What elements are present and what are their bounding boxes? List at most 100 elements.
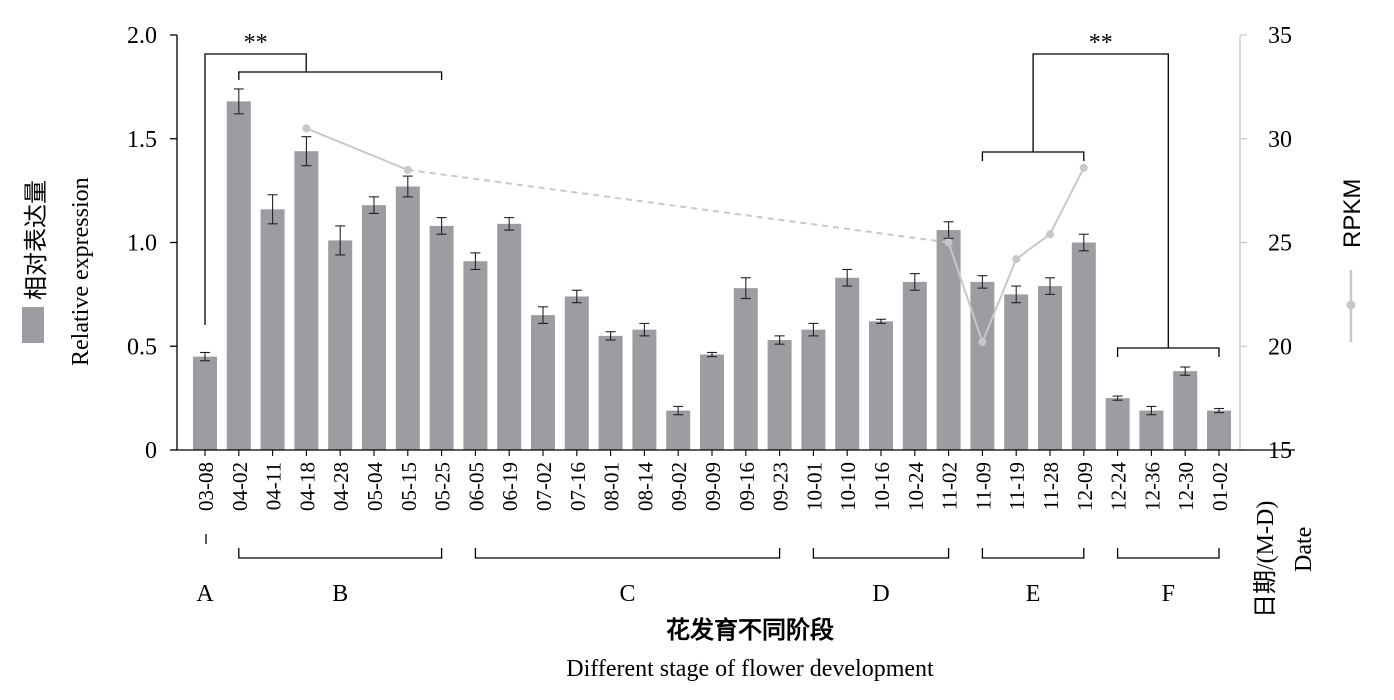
- x-unit-en: Date: [1291, 527, 1317, 572]
- right-y-axis: 15 20 25 30 35: [1239, 23, 1292, 464]
- rpkm-point: [1012, 255, 1021, 264]
- y-left-label-cn: 相对表达量: [23, 180, 50, 300]
- bar: [632, 329, 657, 450]
- rpkm-segment: [981, 258, 1018, 343]
- stage-label: B: [332, 581, 348, 607]
- bar: [294, 151, 319, 450]
- x-tick-label: 12-36: [1140, 462, 1164, 511]
- x-tick-label: 12-09: [1073, 462, 1097, 511]
- rpkm-point: [1079, 163, 1088, 172]
- rpkm-point: [302, 124, 311, 133]
- significance-brackets: ** **: [204, 30, 1220, 357]
- x-tick-label: 05-25: [431, 462, 455, 511]
- y-right-label: RPKM: [1339, 179, 1366, 248]
- x-tick-label: 05-04: [363, 462, 387, 511]
- rpkm-segment: [306, 127, 409, 171]
- significance-subbracket-e: [981, 151, 1085, 161]
- x-tick-label: 04-11: [262, 462, 286, 510]
- right-tick-label: 35: [1268, 23, 1292, 49]
- stage-bracket: [238, 548, 443, 559]
- significance-bracket-ab: [204, 53, 307, 325]
- x-tick-label: 12-30: [1174, 462, 1198, 511]
- bar: [531, 315, 555, 450]
- stage-label: F: [1162, 581, 1175, 607]
- x-tick-label: 09-23: [769, 462, 793, 511]
- x-tick-label: 07-16: [566, 462, 590, 511]
- bar-legend-swatch: [22, 307, 44, 343]
- x-tick-label: 04-28: [329, 462, 353, 511]
- stage-bracket: [1116, 548, 1220, 559]
- bar: [801, 329, 826, 450]
- bar: [497, 223, 522, 450]
- rpkm-point: [944, 238, 953, 247]
- bar: [666, 410, 691, 450]
- x-tick-label: 12-24: [1107, 462, 1131, 511]
- left-tick-label: 1.0: [127, 231, 157, 257]
- x-tick-label: 01-02: [1208, 462, 1232, 511]
- significance-label: **: [1089, 30, 1113, 56]
- rpkm-point: [978, 338, 987, 347]
- x-tick-label: 11-02: [938, 462, 962, 510]
- bar: [835, 277, 860, 450]
- rpkm-segment: [947, 242, 984, 343]
- stage-bracket: [812, 548, 950, 559]
- left-tick-label: 0.5: [127, 334, 157, 360]
- bar: [598, 335, 623, 450]
- bar: [970, 281, 995, 450]
- right-tick-label: 25: [1268, 231, 1292, 257]
- x-tick-label: 11-09: [971, 462, 995, 510]
- x-tick-label: 09-02: [667, 462, 691, 511]
- x-unit-cn: 日期/(M-D): [1253, 501, 1279, 618]
- x-tick-label: 05-15: [397, 462, 421, 511]
- y-left-label-en: Relative expression: [68, 177, 94, 366]
- x-tick-label: 11-28: [1039, 462, 1063, 510]
- left-tick-label: 1.5: [127, 127, 157, 153]
- bar: [362, 205, 386, 450]
- bar: [1139, 410, 1164, 450]
- x-tick-label: 08-14: [633, 462, 657, 511]
- bar: [564, 296, 589, 450]
- rpkm-series: [302, 124, 1088, 347]
- x-tick-label: 07-02: [532, 462, 556, 511]
- right-tick-label: 15: [1268, 438, 1292, 464]
- x-tick-label: 09-16: [735, 462, 759, 511]
- bar: [429, 225, 454, 450]
- x-tick-label: 09-09: [701, 462, 725, 511]
- rpkm-point: [1046, 230, 1054, 239]
- rpkm-segment: [1015, 233, 1051, 260]
- x-axis: 03-08 04-02 04-11 04-18 04-28 05-04 05-15 05-25…: [177, 449, 1295, 544]
- bar: [1071, 242, 1096, 450]
- stage-label: A: [196, 581, 214, 607]
- bar: [869, 321, 893, 450]
- bar: [700, 354, 724, 450]
- stage-bracket: [474, 548, 781, 559]
- bar: [463, 261, 488, 450]
- stage-label: E: [1026, 581, 1041, 607]
- x-tick-label: 04-18: [295, 462, 319, 511]
- rpkm-segment: [1049, 167, 1085, 235]
- x-tick-label: 06-19: [498, 462, 522, 511]
- bar: [260, 209, 285, 450]
- rpkm-point: [403, 165, 412, 174]
- x-tick-label: 10-16: [870, 462, 894, 511]
- bar-series: [193, 88, 1231, 451]
- significance-subbracket-f: [1116, 347, 1220, 357]
- x-tick-label: 08-01: [600, 462, 624, 511]
- bar: [328, 240, 353, 450]
- x-tick-label: 10-24: [904, 462, 928, 511]
- stage-bracket: [981, 548, 1085, 559]
- x-tick-label: 06-05: [464, 462, 488, 511]
- x-label-cn: 花发育不同阶段: [666, 616, 834, 644]
- bar: [1004, 294, 1029, 450]
- bar: [1173, 371, 1198, 450]
- bar: [902, 281, 927, 450]
- bar: [193, 356, 217, 450]
- left-y-axis: 0 0.5 1.0 1.5 2.0: [127, 23, 178, 464]
- significance-subbracket-b: [238, 71, 443, 80]
- rpkm-segment: [407, 168, 949, 244]
- x-tick-label: 04-02: [228, 462, 252, 511]
- x-tick-label: 10-10: [836, 462, 860, 511]
- bar: [936, 230, 961, 450]
- rpkm-legend-marker: [1346, 300, 1356, 310]
